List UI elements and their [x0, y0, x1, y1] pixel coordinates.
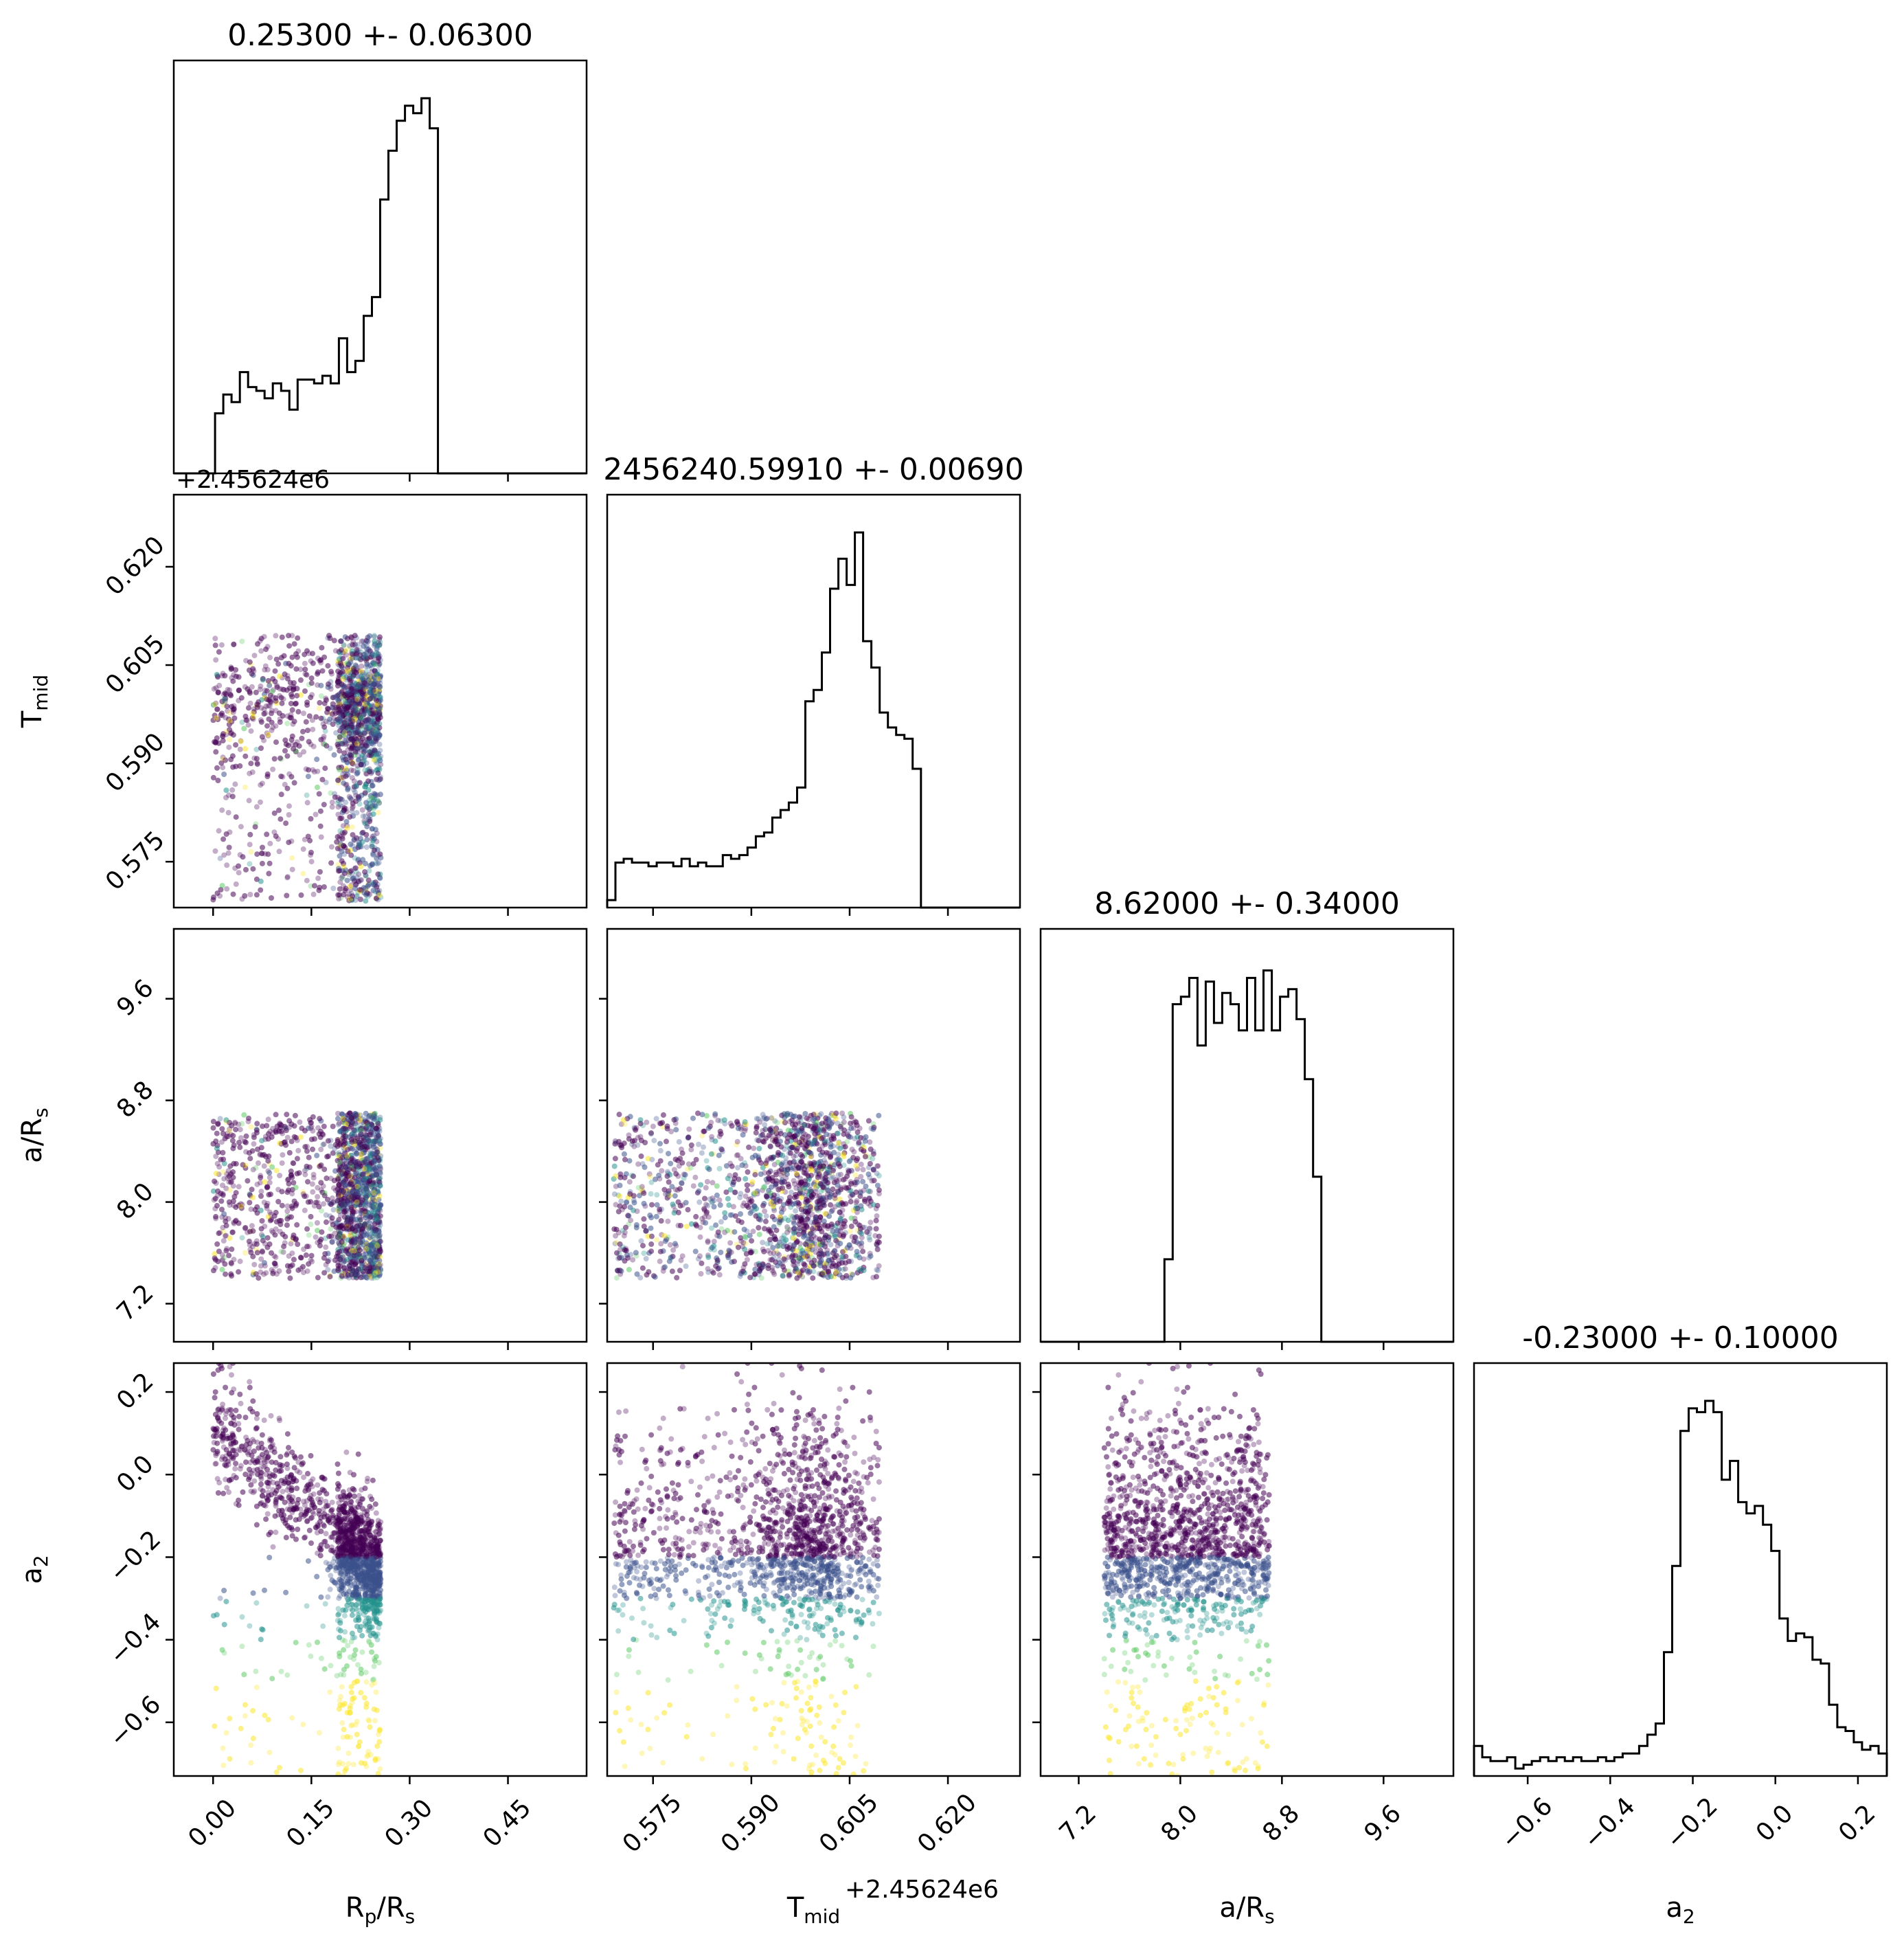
- x-tick-label-0: 0.00: [183, 1794, 242, 1853]
- scatter-panel-2-0: 7.2 8.0 8.8 9.6: [111, 928, 588, 1350]
- panel-frame: [606, 928, 1021, 1343]
- scatter-points-1-0: [210, 633, 384, 904]
- x-tick-label-3: 0.2: [1833, 1799, 1881, 1847]
- scatter-points-3-2: [1101, 1363, 1272, 1776]
- y-tick-label-3: −0.4: [104, 1608, 167, 1670]
- panel-title-3: -0.23000 +- 0.10000: [1522, 1320, 1839, 1356]
- panel-frame: [172, 1362, 588, 1777]
- y-tick-label-2: 8.8: [111, 1076, 159, 1123]
- x-tick-label-2: 9.6: [1359, 1799, 1406, 1847]
- hist-panel-3: -0.23000 +- 0.10000 −0.6 −0.4 −0.2 0.0 0.2: [1473, 1320, 1888, 1855]
- y-tick-label-1: 0.590: [100, 728, 170, 798]
- panel-title-2: 8.62000 +- 0.34000: [1094, 886, 1400, 921]
- y-tick-label-1: 0.605: [100, 629, 170, 699]
- scatter-points-2-0: [210, 1110, 384, 1281]
- x-axis-label-3: a2: [1666, 1892, 1695, 1928]
- y-tick-label-3: 0.0: [111, 1450, 159, 1497]
- scatter-panel-3-0: 0.00 0.15 0.30 0.45 −0.6 −0.4 −0.2 0.0 0.2: [104, 1362, 588, 1853]
- scatter-points-2-1: [611, 1110, 882, 1281]
- x-tick-label-2: 8.0: [1156, 1799, 1203, 1847]
- x-tick-label-0: 0.15: [281, 1794, 340, 1853]
- panel-frame: [606, 493, 1021, 909]
- scatter-panel-3-1: 0.575 0.590 0.605 0.620: [599, 1362, 1021, 1858]
- y-tick-label-1: 0.575: [100, 826, 170, 896]
- x-tick-label-3: −0.4: [1578, 1792, 1641, 1855]
- x-axis-label-2: a/Rs: [1219, 1892, 1274, 1928]
- y-axis-label-3: a2: [16, 1555, 52, 1584]
- scatter-panel-1-0: 0.575 0.590 0.605 0.620: [100, 493, 588, 916]
- panel-title-0: 0.25300 +- 0.06300: [227, 18, 533, 53]
- panel-frame: [172, 59, 588, 475]
- y-tick-label-2: 8.0: [111, 1178, 159, 1225]
- histogram-2: [1041, 969, 1453, 1343]
- x-tick-label-0: 0.30: [380, 1794, 439, 1853]
- scatter-points-3-1: [611, 1363, 882, 1776]
- histogram-0: [174, 97, 587, 475]
- panel-frame: [172, 928, 588, 1343]
- x-axis-label-1: Tmid: [786, 1892, 840, 1928]
- y-tick-label-3: −0.6: [104, 1690, 167, 1753]
- y-tick-label-3: 0.2: [111, 1367, 159, 1415]
- panel-frame: [172, 493, 588, 909]
- hist-panel-0: 0.25300 +- 0.06300: [172, 18, 588, 482]
- scatter-panel-3-2: 7.2 8.0 8.8 9.6: [1032, 1362, 1455, 1847]
- hist-panel-2: 8.62000 +- 0.34000: [1039, 886, 1455, 1350]
- x-tick-label-2: 7.2: [1054, 1799, 1102, 1847]
- x-tick-label-0: 0.45: [478, 1794, 537, 1853]
- x-tick-label-1: 0.605: [814, 1788, 884, 1858]
- x-tick-label-3: −0.6: [1496, 1792, 1559, 1855]
- x-offset-text: +2.45624e6: [845, 1876, 999, 1904]
- y-tick-label-2: 9.6: [111, 974, 159, 1022]
- histogram-3: [1473, 1399, 1888, 1776]
- x-tick-label-3: 0.0: [1751, 1799, 1798, 1847]
- y-offset-text: +2.45624e6: [176, 466, 330, 494]
- y-axis-label-1: Tmid: [16, 675, 52, 728]
- y-tick-label-2: 7.2: [111, 1279, 159, 1327]
- scatter-points-3-0: [210, 1363, 384, 1776]
- panel-frame: [1473, 1362, 1888, 1777]
- scatter-panel-2-1: [599, 928, 1021, 1350]
- x-tick-label-1: 0.590: [716, 1788, 786, 1858]
- x-tick-label-3: −0.2: [1661, 1792, 1723, 1855]
- x-tick-label-1: 0.620: [912, 1788, 982, 1858]
- x-tick-label-2: 8.8: [1258, 1799, 1305, 1847]
- y-tick-label-3: −0.2: [104, 1525, 167, 1588]
- hist-panel-1: 2456240.59910 +- 0.00690: [603, 452, 1024, 916]
- panel-frame: [1039, 928, 1455, 1343]
- y-tick-label-1: 0.620: [100, 531, 170, 601]
- panel-frame: [1039, 1362, 1455, 1777]
- y-axis-label-2: a/Rs: [16, 1108, 52, 1162]
- x-tick-label-1: 0.575: [617, 1788, 688, 1858]
- histogram-1: [606, 531, 1020, 909]
- panel-title-1: 2456240.59910 +- 0.00690: [603, 452, 1024, 487]
- x-axis-label-0: Rp/Rs: [345, 1892, 415, 1928]
- panel-frame: [606, 1362, 1021, 1777]
